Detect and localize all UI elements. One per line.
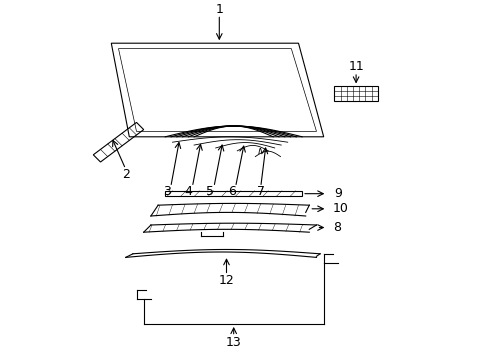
Text: 13: 13 <box>225 336 241 348</box>
Text: 2: 2 <box>122 168 129 181</box>
Text: 5: 5 <box>206 185 214 198</box>
Text: 8: 8 <box>332 221 340 234</box>
Text: 1: 1 <box>215 3 223 15</box>
Text: 6: 6 <box>227 185 235 198</box>
Text: 11: 11 <box>347 60 363 73</box>
Text: 9: 9 <box>334 187 342 200</box>
Text: 3: 3 <box>163 185 171 198</box>
Text: 10: 10 <box>332 202 348 215</box>
Bar <box>334 86 377 101</box>
Text: 7: 7 <box>256 185 264 198</box>
Text: 4: 4 <box>184 185 192 198</box>
Text: 12: 12 <box>218 274 234 287</box>
